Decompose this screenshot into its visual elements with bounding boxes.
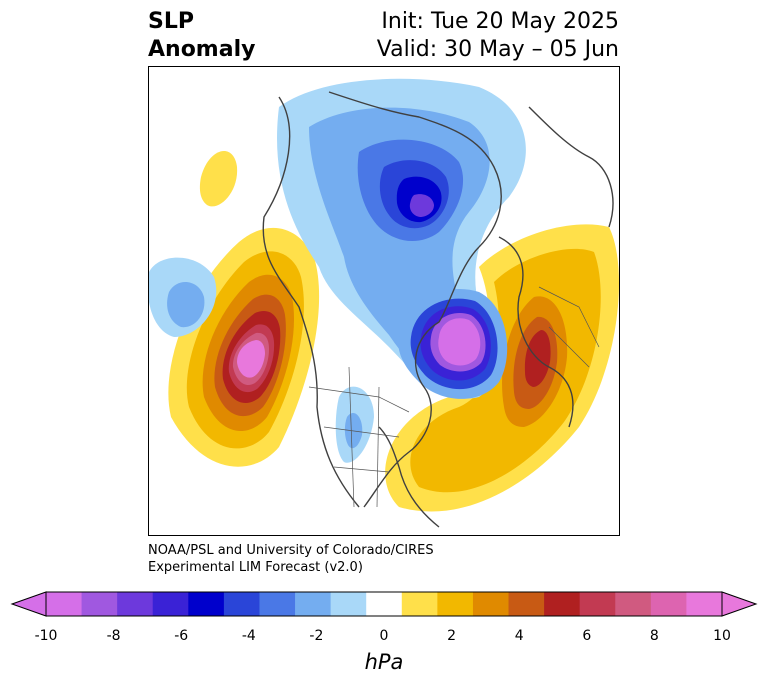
colorbar-outline (45, 591, 723, 617)
colorbar-cell (46, 592, 83, 616)
credit-line-2: Experimental LIM Forecast (v2.0) (148, 560, 363, 575)
slp-anomaly-map (149, 78, 619, 528)
colorbar-cell (259, 592, 296, 616)
colorbar-cell (615, 592, 652, 616)
colorbar-cell (117, 592, 154, 616)
colorbar-tick-label: -2 (309, 628, 324, 644)
borders (308, 286, 600, 508)
title-line-2: Anomaly (148, 37, 256, 62)
colorbar-tick-label: 0 (379, 628, 389, 644)
colorbar-tick-label: 2 (447, 628, 457, 644)
colorbar-tick-label: 6 (582, 628, 592, 644)
colorbar (10, 591, 758, 617)
colorbar-cell (508, 592, 545, 616)
coastlines (262, 91, 614, 528)
colorbar-cell (579, 592, 616, 616)
valid-range: Valid: 30 May – 05 Jun (376, 37, 619, 62)
credit-line-1: NOAA/PSL and University of Colorado/CIRE… (148, 543, 434, 558)
colorbar-cell (81, 592, 118, 616)
colorbar-low-extension (10, 591, 47, 617)
colorbar-cell (188, 592, 225, 616)
colorbar-tick-label: -4 (241, 628, 256, 644)
colorbar-tick-label: -8 (106, 628, 121, 644)
colorbar-tick-label: 10 (713, 628, 731, 644)
colorbar-cell (366, 592, 403, 616)
colorbar-cell (152, 592, 189, 616)
colorbar-cell (472, 592, 510, 616)
init-date: Init: Tue 20 May 2025 (381, 9, 619, 34)
colorbar-unit: hPa (364, 650, 404, 674)
colorbar-tick-label: 4 (514, 628, 524, 644)
colorbar-tick-label: 8 (649, 628, 659, 644)
colorbar-cell (401, 592, 438, 616)
colorbar-cell (544, 592, 581, 616)
colorbar-tick-label: -6 (174, 628, 189, 644)
colorbar-cells (46, 592, 723, 616)
colorbar-cell (330, 592, 367, 616)
colorbar-cell (650, 592, 687, 616)
pacific-high-anomaly (168, 150, 320, 467)
colorbar-high-extension (721, 591, 758, 617)
colorbar-cell (295, 592, 332, 616)
colorbar-cell (686, 592, 723, 616)
colorbar-cell (437, 592, 474, 616)
map-title: SLP Anomaly (148, 8, 255, 64)
map-panel (148, 66, 620, 536)
data-credit: NOAA/PSL and University of Colorado/CIRE… (148, 542, 434, 576)
title-line-1: SLP (148, 9, 194, 34)
forecast-dates: Init: Tue 20 May 2025 Valid: 30 May – 05… (377, 8, 619, 64)
newfoundland-low-anomaly (398, 289, 508, 399)
colorbar-tick-label: -10 (34, 628, 58, 644)
colorbar-cell (223, 592, 260, 616)
